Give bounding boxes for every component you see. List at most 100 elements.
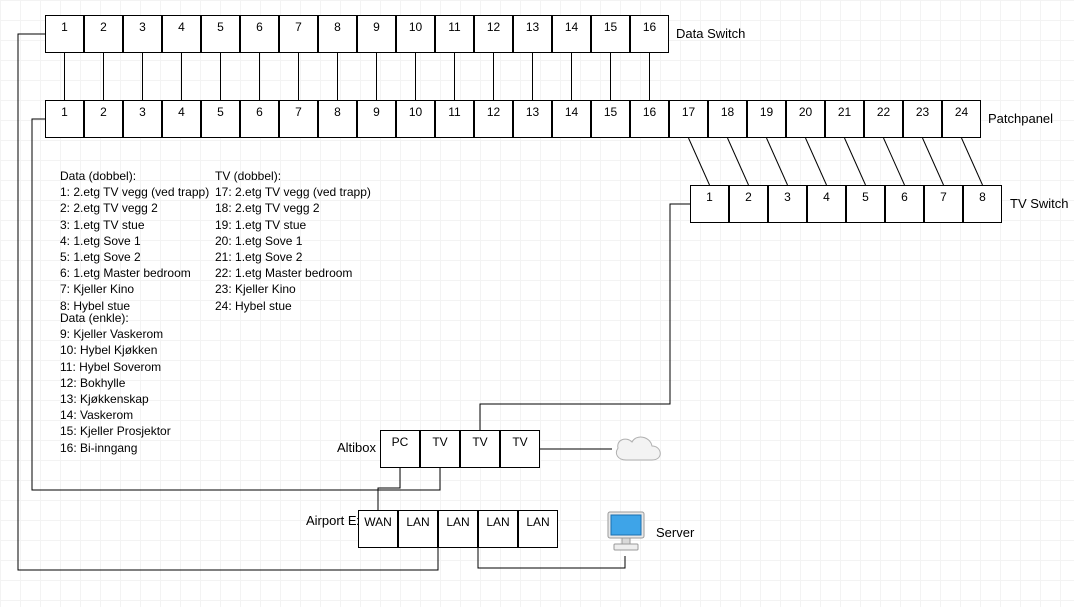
airport-port-5-label: LAN (526, 515, 549, 529)
label-data-switch: Data Switch (676, 26, 745, 41)
airport-port-2: LAN (398, 510, 438, 548)
links-patchpanel-tvswitch (689, 138, 983, 185)
patchpanel-port-2-label: 2 (100, 105, 107, 119)
data-switch-port-5-label: 5 (217, 20, 224, 34)
altibox-port-4-label: TV (512, 435, 527, 449)
patchpanel-port-16: 16 (630, 100, 669, 138)
data-switch-port-2-label: 2 (100, 20, 107, 34)
patchpanel-port-18: 18 (708, 100, 747, 138)
data-switch-port-8-label: 8 (334, 20, 341, 34)
legend-data-dobbel: Data (dobbel): 1: 2.etg TV vegg (ved tra… (60, 168, 209, 314)
patchpanel-port-18-label: 18 (721, 105, 734, 119)
data-switch-port-10: 10 (396, 15, 435, 53)
data-switch-port-16: 16 (630, 15, 669, 53)
data-switch-port-12: 12 (474, 15, 513, 53)
airport-port-1: WAN (358, 510, 398, 548)
patchpanel-port-9: 9 (357, 100, 396, 138)
data-switch-port-16-label: 16 (643, 20, 656, 34)
tv-switch-port-7: 7 (924, 185, 963, 223)
patchpanel-port-15-label: 15 (604, 105, 617, 119)
patchpanel-port-21-label: 21 (838, 105, 851, 119)
data-switch-port-8: 8 (318, 15, 357, 53)
patchpanel-port-1: 1 (45, 100, 84, 138)
patchpanel-port-17: 17 (669, 100, 708, 138)
patchpanel-port-24-label: 24 (955, 105, 968, 119)
label-patchpanel: Patchpanel (988, 111, 1053, 126)
patchpanel-port-3-label: 3 (139, 105, 146, 119)
patchpanel-port-21: 21 (825, 100, 864, 138)
data-switch-port-5: 5 (201, 15, 240, 53)
tv-switch-port-8-label: 8 (979, 190, 986, 204)
altibox-port-1-label: PC (392, 435, 409, 449)
tv-switch-port-5: 5 (846, 185, 885, 223)
altibox-port-2: TV (420, 430, 460, 468)
label-server: Server (656, 525, 694, 540)
airport-port-5: LAN (518, 510, 558, 548)
airport-port-3-label: LAN (446, 515, 469, 529)
data-switch-port-7-label: 7 (295, 20, 302, 34)
patchpanel-port-19: 19 (747, 100, 786, 138)
data-switch-port-6-label: 6 (256, 20, 263, 34)
data-switch-port-1-label: 1 (61, 20, 68, 34)
legend-tv-dobbel: TV (dobbel): 17: 2.etg TV vegg (ved trap… (215, 168, 371, 314)
patchpanel-port-12-label: 12 (487, 105, 500, 119)
patchpanel-port-4: 4 (162, 100, 201, 138)
link-altibox-pc-airport-wan (378, 468, 400, 510)
patchpanel-port-17-label: 17 (682, 105, 695, 119)
patchpanel-port-5: 5 (201, 100, 240, 138)
label-altibox: Altibox (337, 440, 376, 455)
patchpanel-port-19-label: 19 (760, 105, 773, 119)
tv-switch-port-6-label: 6 (901, 190, 908, 204)
data-switch-port-7: 7 (279, 15, 318, 53)
tv-switch-port-4-label: 4 (823, 190, 830, 204)
data-switch-port-2: 2 (84, 15, 123, 53)
tv-switch-port-2: 2 (729, 185, 768, 223)
tv-switch-port-3: 3 (768, 185, 807, 223)
airport-port-1-label: WAN (364, 515, 392, 529)
patchpanel-port-20: 20 (786, 100, 825, 138)
tv-switch-port-4: 4 (807, 185, 846, 223)
patchpanel-port-7-label: 7 (295, 105, 302, 119)
patchpanel-port-8: 8 (318, 100, 357, 138)
patchpanel-port-10-label: 10 (409, 105, 422, 119)
patchpanel-port-7: 7 (279, 100, 318, 138)
label-airport: Airport Extreme (306, 513, 354, 529)
patchpanel-port-13-label: 13 (526, 105, 539, 119)
data-switch-port-11: 11 (435, 15, 474, 53)
tv-switch-port-1: 1 (690, 185, 729, 223)
patchpanel-port-3: 3 (123, 100, 162, 138)
data-switch-port-14-label: 14 (565, 20, 578, 34)
data-switch-port-3: 3 (123, 15, 162, 53)
data-switch-port-14: 14 (552, 15, 591, 53)
data-switch-port-15-label: 15 (604, 20, 617, 34)
patchpanel-port-14-label: 14 (565, 105, 578, 119)
data-switch-port-9-label: 9 (373, 20, 380, 34)
airport-port-4: LAN (478, 510, 518, 548)
tv-switch-port-7-label: 7 (940, 190, 947, 204)
tv-switch-port-5-label: 5 (862, 190, 869, 204)
patchpanel-port-11: 11 (435, 100, 474, 138)
cloud-icon (608, 430, 668, 470)
tv-switch-port-3-label: 3 (784, 190, 791, 204)
data-switch-port-13-label: 13 (526, 20, 539, 34)
patchpanel-port-10: 10 (396, 100, 435, 138)
tv-switch-port-8: 8 (963, 185, 1002, 223)
patchpanel-port-16-label: 16 (643, 105, 656, 119)
patchpanel-port-9-label: 9 (373, 105, 380, 119)
altibox-port-2-label: TV (432, 435, 447, 449)
patchpanel-port-6: 6 (240, 100, 279, 138)
data-switch-port-4-label: 4 (178, 20, 185, 34)
altibox-port-1: PC (380, 430, 420, 468)
patchpanel-port-22-label: 22 (877, 105, 890, 119)
diagram-canvas: 12345678910111213141516 Data Switch 1234… (0, 0, 1074, 607)
data-switch-port-9: 9 (357, 15, 396, 53)
altibox-port-3: TV (460, 430, 500, 468)
data-switch-port-10-label: 10 (409, 20, 422, 34)
link-tvswitch-altibox-tv2 (480, 204, 690, 430)
data-switch-port-3-label: 3 (139, 20, 146, 34)
tv-switch-port-1-label: 1 (706, 190, 713, 204)
patchpanel-port-22: 22 (864, 100, 903, 138)
patchpanel-port-12: 12 (474, 100, 513, 138)
patchpanel-port-5-label: 5 (217, 105, 224, 119)
patchpanel-port-8-label: 8 (334, 105, 341, 119)
